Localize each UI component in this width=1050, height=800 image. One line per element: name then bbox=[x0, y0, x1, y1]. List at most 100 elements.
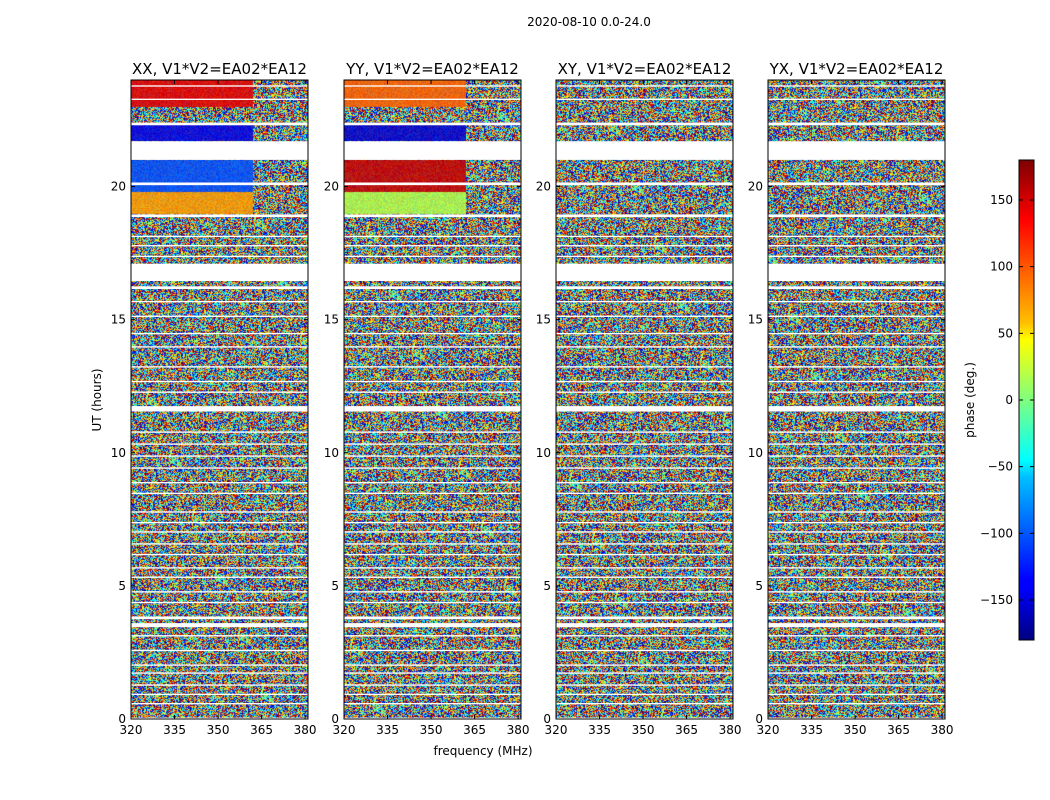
flagged-band bbox=[556, 366, 733, 368]
flagged-band bbox=[344, 98, 521, 100]
flagged-band bbox=[768, 576, 945, 578]
flagged-band bbox=[131, 623, 308, 628]
x-tick-label: 350 bbox=[420, 723, 443, 737]
flagged-band bbox=[344, 315, 521, 317]
flagged-band bbox=[556, 623, 733, 628]
flagged-band bbox=[768, 591, 945, 593]
flagged-band bbox=[768, 443, 945, 445]
x-tick-label: 335 bbox=[588, 723, 611, 737]
flagged-band bbox=[131, 576, 308, 578]
flagged-band bbox=[131, 693, 308, 696]
flagged-band bbox=[131, 543, 308, 545]
flagged-band bbox=[556, 616, 733, 620]
flagged-band bbox=[344, 616, 521, 620]
flagged-band bbox=[556, 717, 733, 719]
flagged-band bbox=[344, 623, 521, 628]
flagged-band bbox=[556, 672, 733, 674]
x-tick-label: 365 bbox=[250, 723, 273, 737]
flagged-band bbox=[131, 182, 308, 186]
x-tick-label: 320 bbox=[545, 723, 568, 737]
flagged-band bbox=[768, 255, 945, 258]
flagged-band bbox=[556, 567, 733, 569]
flagged-band bbox=[131, 366, 308, 368]
x-tick-label: 335 bbox=[376, 723, 399, 737]
flagged-band bbox=[768, 684, 945, 686]
flagged-band bbox=[344, 531, 521, 533]
suptitle: 2020-08-10 0.0-24.0 bbox=[527, 15, 651, 29]
flagged-band bbox=[556, 482, 733, 484]
flagged-band bbox=[344, 482, 521, 484]
y-tick-label: 0 bbox=[543, 712, 551, 726]
y-tick-label: 5 bbox=[755, 579, 763, 593]
flagged-band bbox=[344, 380, 521, 383]
flagged-band bbox=[768, 141, 945, 160]
flagged-band bbox=[556, 346, 733, 348]
flagged-band bbox=[768, 693, 945, 696]
flagged-band bbox=[344, 443, 521, 445]
flagged-band bbox=[556, 521, 733, 524]
flagged-band bbox=[556, 255, 733, 258]
colorbar-tick-label: 50 bbox=[998, 326, 1013, 340]
panel-3: XY, V1*V2=EA02*EA12 320 335 350 365 380 0 5 10 15… bbox=[536, 60, 742, 737]
flagged-band bbox=[768, 703, 945, 705]
flagged-band bbox=[768, 431, 945, 433]
flagged-band bbox=[768, 635, 945, 637]
flagged-band bbox=[556, 443, 733, 445]
flagged-band bbox=[344, 591, 521, 593]
panel-frame bbox=[343, 79, 522, 720]
flagged-band bbox=[556, 182, 733, 186]
flagged-band bbox=[768, 235, 945, 238]
flagged-band bbox=[344, 235, 521, 238]
flagged-band bbox=[344, 245, 521, 247]
colorbar-label: phase (deg.) bbox=[963, 362, 977, 438]
flagged-band bbox=[556, 591, 733, 593]
flagged-band bbox=[131, 245, 308, 247]
flagged-band bbox=[131, 315, 308, 317]
flagged-band bbox=[344, 366, 521, 368]
flagged-band bbox=[556, 576, 733, 578]
x-tick-label: 380 bbox=[294, 723, 317, 737]
flagged-band bbox=[344, 717, 521, 719]
flagged-band bbox=[344, 122, 521, 126]
flagged-band bbox=[556, 431, 733, 433]
flagged-band bbox=[768, 521, 945, 524]
flagged-band bbox=[556, 693, 733, 696]
flagged-band bbox=[344, 601, 521, 604]
flagged-band bbox=[131, 235, 308, 238]
flagged-band bbox=[344, 332, 521, 335]
flagged-band bbox=[768, 315, 945, 317]
flagged-band bbox=[131, 443, 308, 445]
y-tick-label: 20 bbox=[324, 180, 339, 194]
flagged-band bbox=[344, 511, 521, 513]
flagged-band bbox=[556, 245, 733, 247]
flagged-band bbox=[768, 366, 945, 368]
flagged-band bbox=[768, 300, 945, 303]
y-tick-label: 5 bbox=[331, 579, 339, 593]
flagged-band bbox=[556, 649, 733, 652]
y-tick-label: 20 bbox=[111, 180, 126, 194]
panel-title: XY, V1*V2=EA02*EA12 bbox=[558, 60, 732, 78]
flagged-band bbox=[131, 85, 308, 87]
y-tick-label: 10 bbox=[536, 446, 551, 460]
flagged-band bbox=[131, 380, 308, 383]
flagged-band bbox=[556, 300, 733, 303]
flagged-band bbox=[344, 576, 521, 578]
flagged-band bbox=[768, 531, 945, 533]
flagged-band bbox=[556, 601, 733, 604]
flagged-band bbox=[556, 263, 733, 282]
flagged-band bbox=[556, 684, 733, 686]
flagged-band bbox=[768, 263, 945, 282]
flagged-band bbox=[344, 693, 521, 696]
flagged-band bbox=[344, 521, 521, 524]
flagged-band bbox=[344, 672, 521, 674]
flagged-band bbox=[768, 182, 945, 186]
flagged-band bbox=[131, 346, 308, 348]
flagged-band bbox=[131, 286, 308, 290]
flagged-band bbox=[556, 553, 733, 556]
flagged-band bbox=[344, 182, 521, 186]
flagged-band bbox=[131, 567, 308, 569]
flagged-band bbox=[131, 601, 308, 604]
y-tick-label: 15 bbox=[111, 313, 126, 327]
flagged-band bbox=[131, 431, 308, 433]
